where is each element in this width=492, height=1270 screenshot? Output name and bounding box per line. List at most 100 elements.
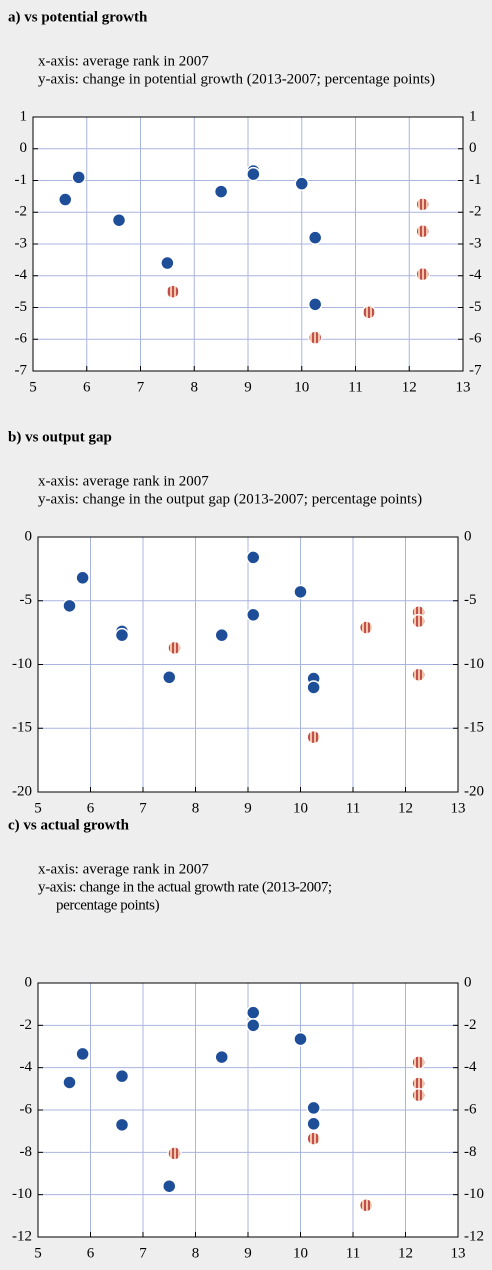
point	[75, 570, 90, 586]
y-tick-label: -4	[15, 267, 28, 283]
y-tick-label-right: -3	[469, 235, 482, 251]
subtitle: y-axis: change in potential growth (2013…	[38, 71, 435, 87]
y-tick-label: -1	[15, 172, 28, 188]
y-tick-label: -6	[15, 331, 28, 347]
point	[165, 284, 180, 299]
point	[307, 230, 323, 245]
point	[71, 170, 86, 185]
subtitle: x-axis: average rank in 2007	[38, 861, 209, 877]
x-tick-label: 11	[346, 1245, 360, 1261]
point	[294, 176, 309, 191]
y-tick-label: 1	[20, 108, 28, 124]
x-tick-label: 9	[244, 800, 252, 816]
x-tick-label: 8	[192, 800, 200, 816]
x-tick-label: 12	[402, 379, 417, 395]
y-tick-label: 0	[20, 140, 28, 156]
y-tick-label-right: -6	[464, 1101, 477, 1117]
point	[358, 620, 374, 635]
point	[306, 729, 321, 745]
point	[411, 1087, 426, 1103]
plot-frame	[32, 116, 464, 372]
subtitle: y-axis: change in the actual growth rate…	[38, 879, 332, 895]
point	[361, 305, 377, 320]
point	[214, 1049, 229, 1065]
point	[306, 1100, 321, 1116]
point	[306, 1131, 321, 1146]
point	[111, 212, 127, 228]
x-tick-label: 5	[34, 800, 42, 816]
point	[411, 613, 426, 629]
point	[167, 1146, 182, 1161]
x-tick-label: 13	[451, 1245, 466, 1261]
point	[114, 1068, 130, 1084]
plot-frame	[37, 982, 459, 1238]
point	[213, 184, 229, 199]
y-tick-label: 0	[25, 528, 33, 544]
x-tick-label: 8	[191, 379, 199, 395]
point	[214, 627, 229, 643]
y-tick-label-right: -2	[469, 204, 482, 220]
x-tick-label: 13	[456, 379, 471, 395]
y-tick-label: -20	[12, 783, 32, 799]
subtitle: x-axis: average rank in 2007	[38, 473, 209, 489]
x-tick-label: 9	[244, 1245, 252, 1261]
y-tick-label: -5	[20, 592, 33, 608]
x-tick-label: 13	[451, 800, 466, 816]
x-tick-label: 11	[348, 379, 362, 395]
point	[246, 1018, 261, 1033]
point	[358, 1198, 374, 1213]
point	[62, 1075, 77, 1090]
subtitle: x-axis: average rank in 2007	[38, 53, 209, 69]
y-tick-label-right: 0	[464, 528, 472, 544]
y-tick-label-right: -1	[469, 172, 482, 188]
y-tick-label-right: -5	[464, 592, 477, 608]
y-tick-label: -15	[12, 720, 32, 736]
point	[167, 640, 182, 656]
point	[162, 1178, 177, 1194]
y-tick-label-right: -5	[469, 299, 482, 315]
x-tick-label: 6	[83, 379, 91, 395]
y-tick-label-right: -4	[469, 267, 482, 283]
y-tick-label-right: -15	[464, 720, 484, 736]
y-tick-label-right: 0	[469, 140, 477, 156]
chart-title: b) vs output gap	[8, 429, 112, 445]
y-tick-label: -10	[12, 1186, 32, 1202]
point	[411, 1055, 426, 1070]
y-tick-label: -12	[12, 1228, 32, 1244]
y-tick-label-right: -10	[464, 1186, 484, 1202]
point	[293, 1031, 308, 1047]
x-tick-label: 5	[29, 379, 37, 395]
x-tick-label: 8	[192, 1245, 200, 1261]
y-tick-label: -10	[12, 656, 32, 672]
point	[75, 1046, 90, 1062]
point	[246, 607, 261, 623]
y-tick-label: -6	[20, 1101, 33, 1117]
y-tick-label-right: -4	[464, 1059, 477, 1075]
y-tick-label: -4	[20, 1059, 33, 1075]
point	[307, 330, 323, 345]
x-tick-label: 7	[139, 1245, 147, 1261]
y-tick-label-right: -12	[464, 1228, 484, 1244]
y-tick-label-right: 0	[464, 974, 472, 990]
x-tick-label: 6	[87, 800, 95, 816]
y-tick-label: -7	[15, 362, 28, 378]
y-tick-label-right: -20	[464, 783, 484, 799]
x-tick-label: 10	[294, 379, 309, 395]
point	[411, 667, 426, 682]
point	[415, 224, 430, 239]
plot-frame	[37, 536, 459, 793]
point	[114, 1117, 130, 1133]
point	[62, 598, 77, 614]
point	[114, 627, 130, 643]
subtitle: y-axis: change in the output gap (2013-2…	[38, 491, 422, 507]
x-tick-label: 12	[398, 1245, 413, 1261]
chart-title: a) vs potential growth	[8, 9, 148, 25]
x-tick-label: 6	[87, 1245, 95, 1261]
point	[160, 255, 175, 271]
y-tick-label: -2	[15, 204, 28, 220]
y-tick-label-right: -7	[469, 362, 482, 378]
chart-title: c) vs actual growth	[8, 817, 130, 833]
y-tick-label-right: -6	[469, 331, 482, 347]
y-tick-label: -2	[20, 1017, 33, 1033]
point	[246, 166, 261, 182]
